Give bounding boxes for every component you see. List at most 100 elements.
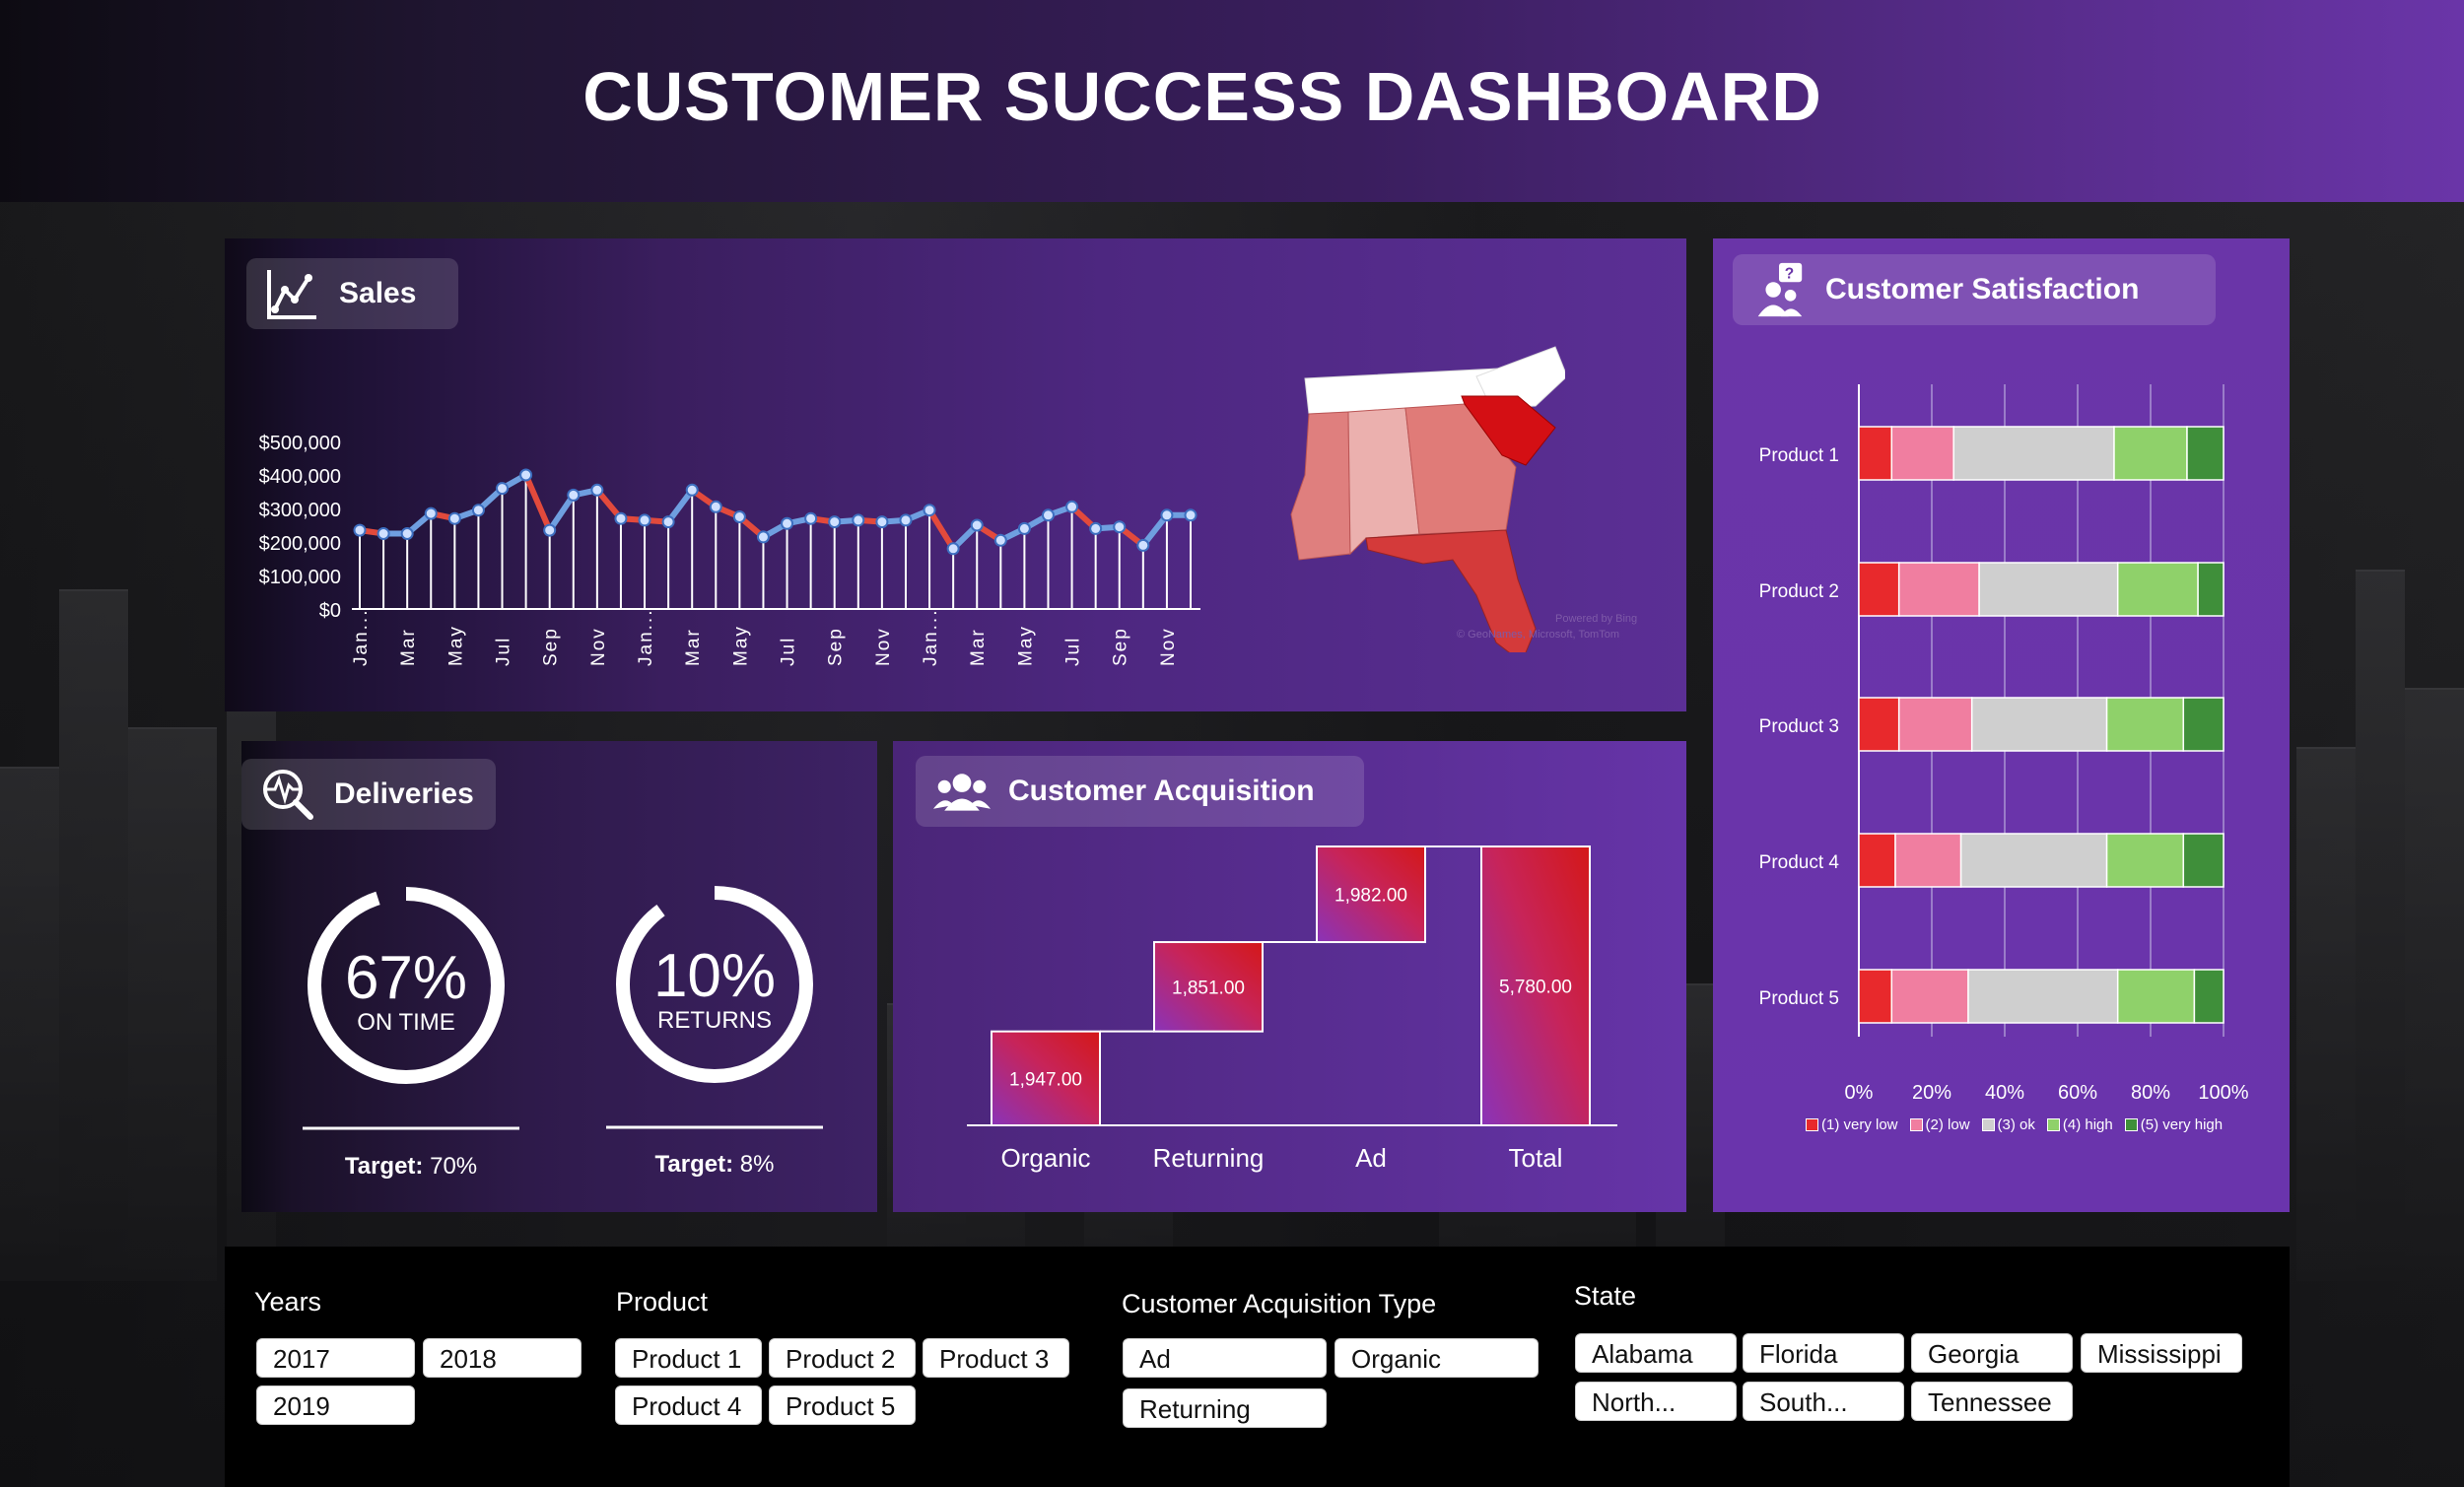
sales-x-tick: Mar — [398, 628, 419, 666]
sales-point — [471, 504, 485, 517]
sales-point — [923, 504, 936, 517]
svg-text:?: ? — [1785, 265, 1794, 282]
ontime-donut — [308, 887, 505, 1084]
waterfall-bar — [1316, 845, 1426, 944]
filter-year-2018[interactable]: 2018 — [423, 1338, 582, 1378]
sales-x-tick: Nov — [873, 627, 894, 666]
sales-header: Sales — [246, 258, 458, 329]
deliveries-panel: Deliveries 67% ON TIME 10% RETURNS Targe… — [241, 741, 877, 1212]
sat-bar-segment — [1858, 697, 1900, 752]
users-gear-icon — [933, 763, 991, 820]
filter-product-4[interactable]: Product 4 — [615, 1386, 762, 1425]
filter-state-south[interactable]: South... — [1743, 1382, 1904, 1421]
sales-x-tick: Jul — [779, 637, 799, 666]
sales-x-tick: Jan... — [921, 609, 941, 666]
sat-bar-segment — [2182, 833, 2224, 888]
sales-y-tick: $0 — [319, 600, 341, 622]
filter-year-2019[interactable]: 2019 — [256, 1386, 415, 1425]
sat-legend-label: (2) low — [1925, 1116, 1970, 1133]
sales-line-segment — [522, 473, 553, 532]
sales-point — [1017, 521, 1031, 535]
filter-year-2017[interactable]: 2017 — [256, 1338, 415, 1378]
sales-y-tick: $500,000 — [259, 433, 341, 454]
sales-point — [852, 513, 865, 527]
satisfaction-panel: ? Customer Satisfaction Product 1 Product… — [1713, 238, 2290, 1212]
sales-x-tick: May — [730, 625, 751, 666]
building-0 — [0, 767, 59, 1281]
sales-point — [614, 511, 628, 525]
sat-bar-segment — [1967, 969, 2119, 1024]
sat-legend-label: (3) ok — [1997, 1116, 2035, 1133]
sat-bar-segment — [1897, 697, 1973, 752]
sat-bar-segment — [2197, 562, 2224, 617]
sales-y-tick: $300,000 — [259, 500, 341, 521]
years-filter-title: Years — [254, 1287, 322, 1317]
sales-x-tick: Sep — [826, 627, 847, 666]
map-florida — [1365, 529, 1537, 652]
satisfaction-stacked-bar: Product 1 Product 2 Product 3 Product 4 Prod… — [1759, 384, 2249, 1104]
building-1 — [59, 589, 128, 1281]
acquisition-waterfall: 1,947.00 1,851.00 1,982.00 5,780.00 — [967, 845, 1617, 1127]
filter-state-georgia[interactable]: Georgia — [1911, 1333, 2073, 1373]
sales-x-tick: Jan... — [351, 609, 372, 666]
sales-x-tick: Nov — [1158, 627, 1179, 666]
filter-acq-ad[interactable]: Ad — [1123, 1338, 1327, 1378]
filter-state-alabama[interactable]: Alabama — [1575, 1333, 1737, 1373]
waterfall-bar — [1480, 845, 1591, 1126]
sat-bar-segment — [1959, 833, 2108, 888]
filter-acq-organic[interactable]: Organic — [1335, 1338, 1539, 1378]
sales-point — [993, 533, 1007, 547]
filter-product-5[interactable]: Product 5 — [769, 1386, 916, 1425]
sales-line-chart: $500,000 $400,000 $300,000 $200,000 $100,000… — [259, 433, 1200, 666]
sat-legend-label: (1) very low — [1821, 1116, 1898, 1133]
sat-category-label: Product 4 — [1759, 852, 1840, 873]
map-credit-2: © GeoNames, Microsoft, TomTom — [1457, 629, 1619, 641]
sales-point — [899, 513, 913, 527]
returns-label: RETURNS — [656, 1007, 772, 1034]
filter-state-tennessee[interactable]: Tennessee — [1911, 1382, 2073, 1421]
sat-bar-segment — [1858, 833, 1896, 888]
sales-x-tick: Jul — [494, 637, 514, 666]
sales-point — [828, 515, 842, 529]
sat-bar-segment — [2105, 833, 2185, 888]
filter-state-north[interactable]: North... — [1575, 1382, 1737, 1421]
filter-state-florida[interactable]: Florida — [1743, 1333, 1904, 1373]
sat-bar-segment — [1890, 969, 1969, 1024]
sat-x-tick: 40% — [1985, 1082, 2024, 1104]
sales-point — [376, 527, 390, 540]
sat-bar-segment — [1897, 562, 1980, 617]
sales-point — [970, 518, 984, 532]
state-map[interactable] — [1240, 337, 1565, 652]
filter-acq-returning[interactable]: Returning — [1123, 1388, 1327, 1428]
sat-bar-segment — [2182, 697, 2224, 752]
sat-bar-segment — [2193, 969, 2224, 1024]
sales-point — [756, 530, 770, 544]
filter-product-1[interactable]: Product 1 — [615, 1338, 762, 1378]
ontime-label: ON TIME — [357, 1009, 455, 1036]
sat-x-tick: 60% — [2058, 1082, 2097, 1104]
building-4 — [2296, 747, 2356, 1281]
ontime-target: Target: 70% — [344, 1153, 478, 1180]
sat-bar-segment — [1858, 426, 1893, 481]
sales-line-segment — [547, 493, 577, 532]
sales-point — [519, 468, 533, 482]
sales-y-tick: $400,000 — [259, 466, 341, 488]
page-title: CUSTOMER SUCCESS DASHBOARD — [582, 58, 1822, 135]
deliveries-header: Deliveries — [241, 759, 496, 830]
sales-point — [400, 527, 414, 540]
building-6 — [2405, 688, 2464, 1281]
filter-state-mississippi[interactable]: Mississippi — [2081, 1333, 2242, 1373]
sales-x-tick: Jan... — [636, 609, 656, 666]
sales-point — [424, 507, 438, 520]
filter-product-3[interactable]: Product 3 — [923, 1338, 1069, 1378]
sat-x-tick: 20% — [1912, 1082, 1951, 1104]
sales-point — [353, 523, 367, 537]
returns-target: Target: 8% — [654, 1151, 775, 1178]
sales-point — [638, 513, 651, 527]
map-mississippi — [1290, 411, 1351, 561]
filter-product-2[interactable]: Product 2 — [769, 1338, 916, 1378]
sat-legend-item: (1) very low — [1806, 1116, 1898, 1133]
sales-x-tick: Mar — [968, 628, 989, 666]
waterfall-category-label: Returning — [1152, 1143, 1265, 1173]
waterfall-data-label: 1,851.00 — [1172, 978, 1245, 998]
